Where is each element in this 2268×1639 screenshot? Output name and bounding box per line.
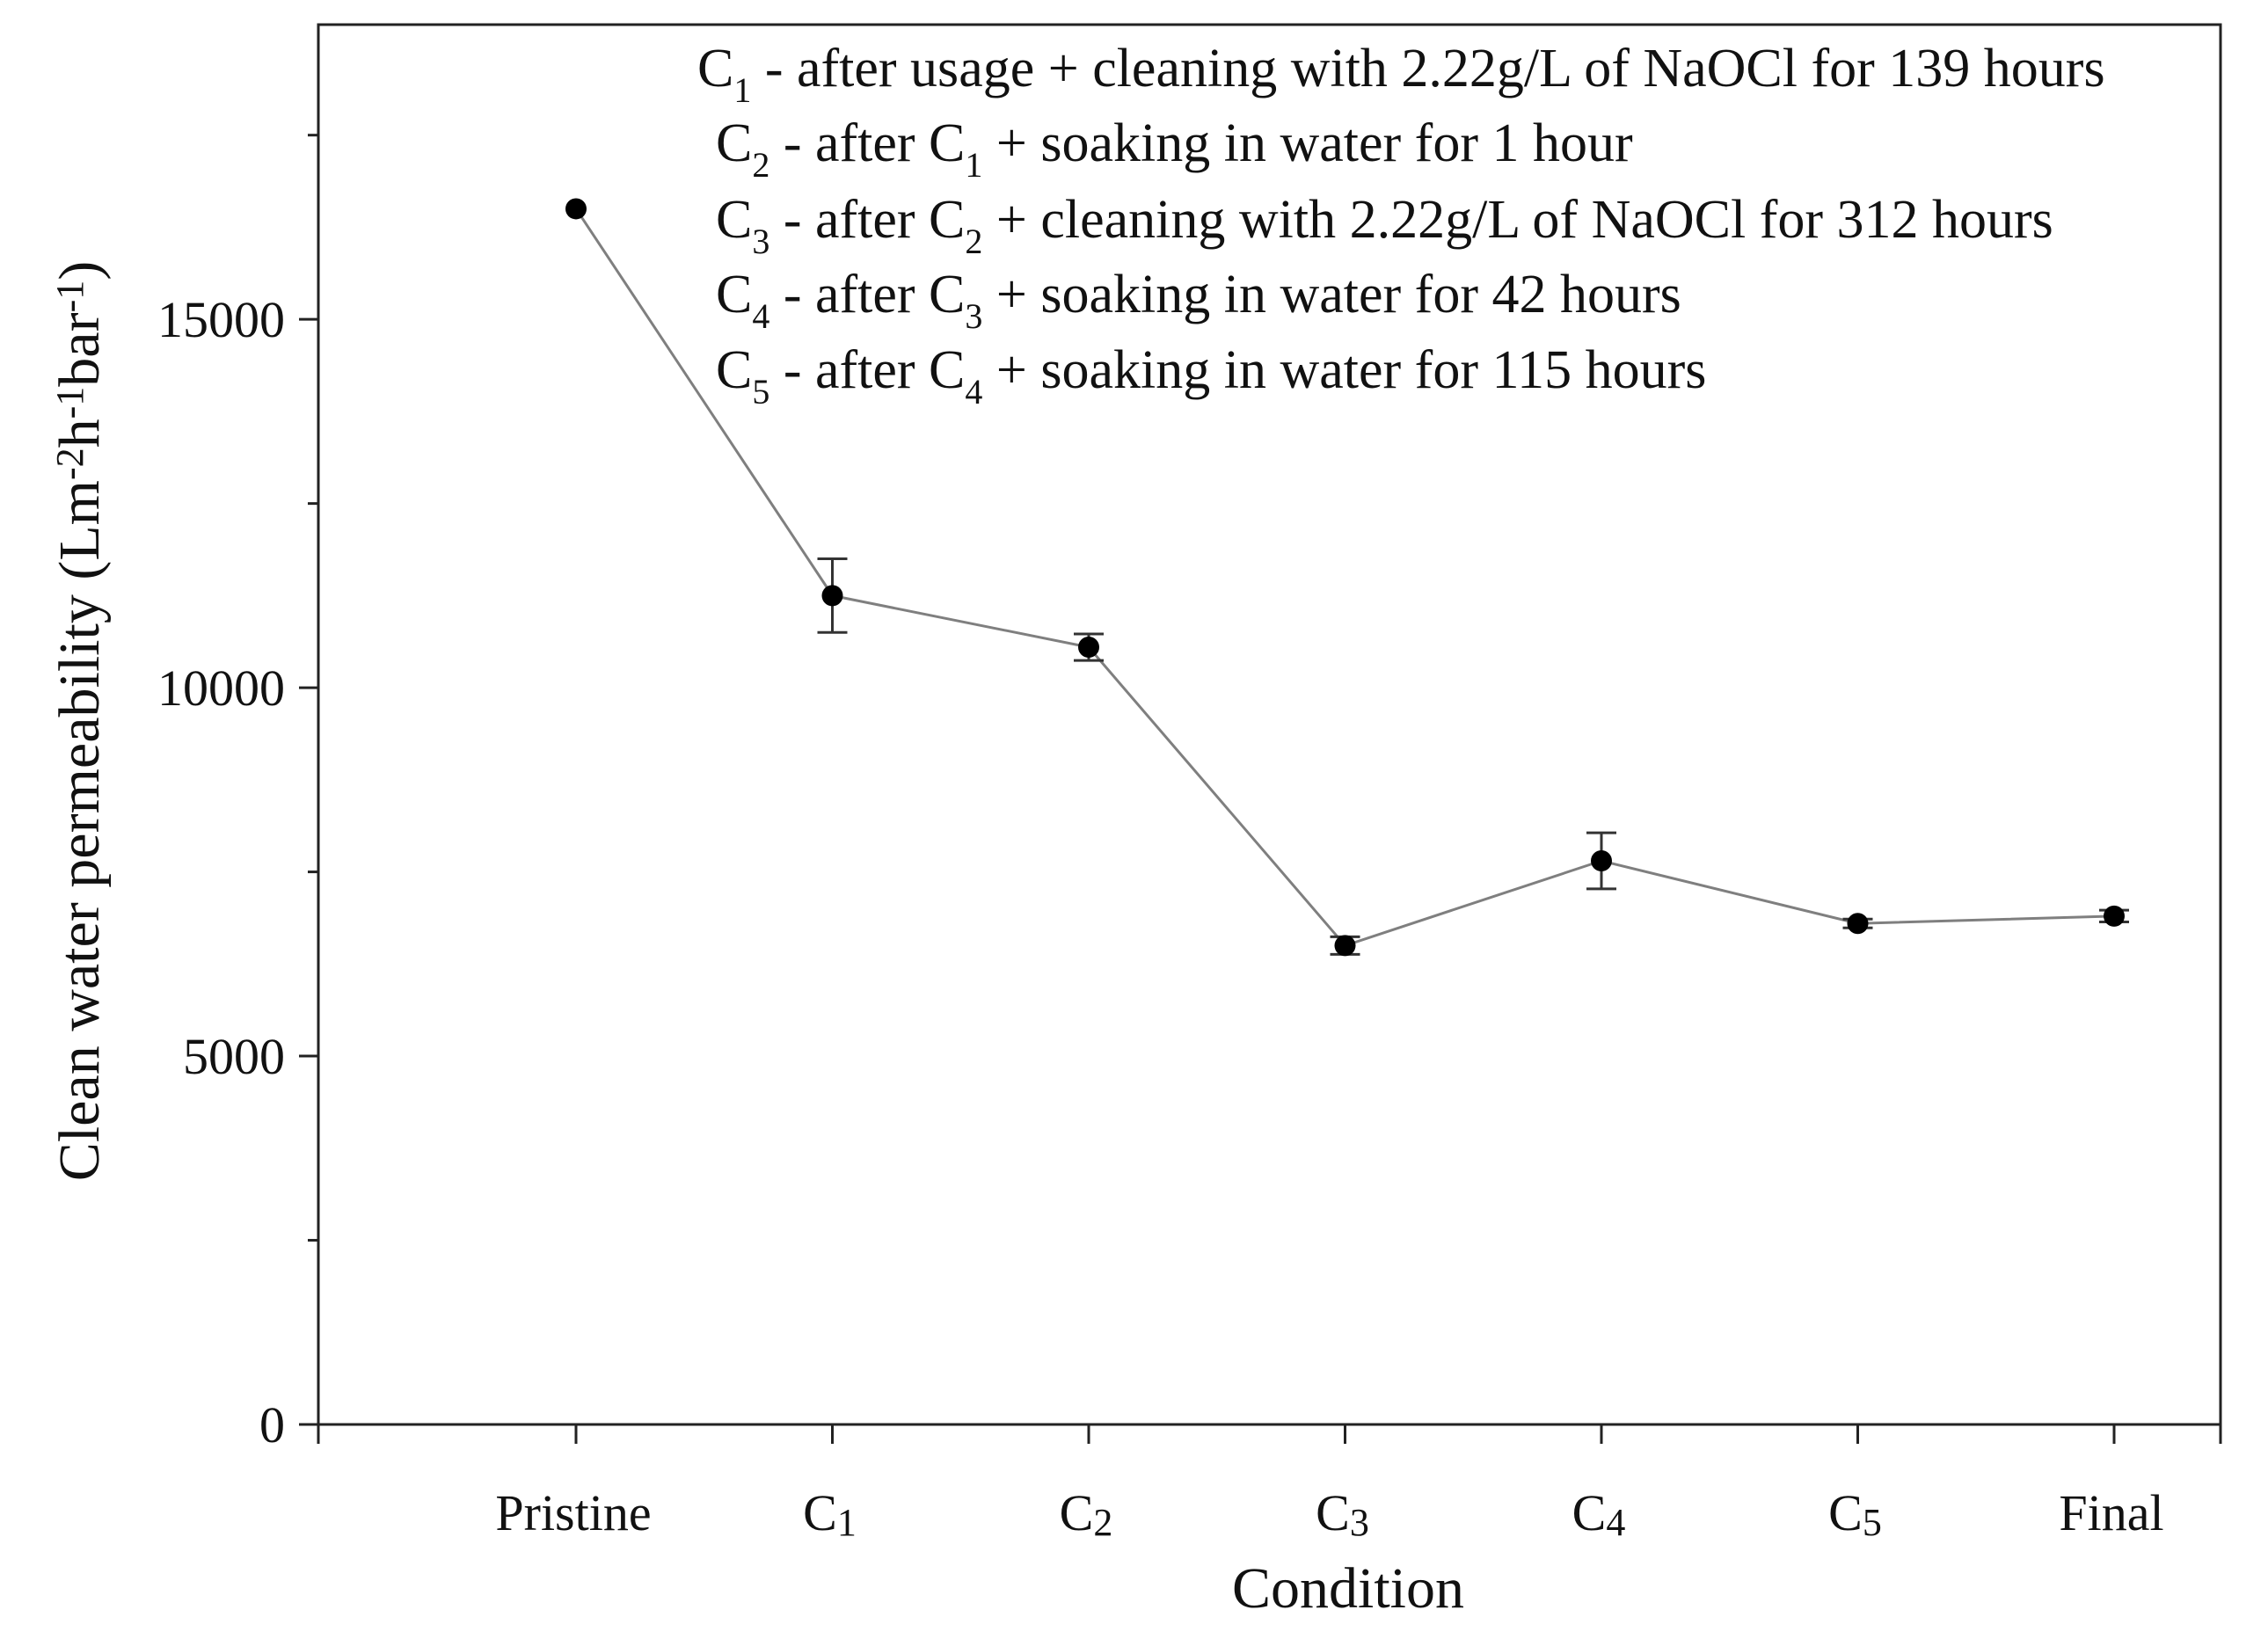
legend-text-segment: C [716, 340, 752, 400]
x-tick-label-base: C [1060, 1484, 1094, 1541]
axis-ticks [299, 134, 2222, 1444]
legend-subscript: 4 [965, 372, 982, 412]
y-tick-label: 5000 [183, 1028, 285, 1085]
legend-text-segment: - after C [769, 265, 965, 324]
legend-text-segment: + cleaning with 2.22g/L of NaOCl for 312… [982, 190, 2053, 250]
x-tick-label-sub: 3 [1350, 1501, 1369, 1544]
legend-text-segment: + soaking in water for 115 hours [982, 340, 1706, 400]
legend-line: C2 - after C1 + soaking in water for 1 h… [716, 113, 1633, 185]
data-point [821, 585, 843, 607]
legend-text-segment: - after C [769, 113, 965, 173]
y-title-text: Clean water permeability (Lm [47, 480, 112, 1181]
y-tick-label: 0 [259, 1396, 285, 1453]
x-tick-label: C4 [1572, 1484, 1626, 1544]
x-axis-title: Condition [1232, 1556, 1464, 1621]
legend-subscript: 3 [965, 296, 982, 336]
data-point [565, 198, 587, 220]
y-tick-labels: 0 5000 10000 15000 [157, 291, 285, 1453]
legend-subscript: 3 [752, 222, 769, 261]
data-point [1078, 637, 1099, 659]
legend-text-segment: C [716, 265, 752, 324]
y-title-superscript: -2 [48, 448, 91, 480]
x-tick-label: Final [2059, 1484, 2163, 1541]
x-tick-labels: Pristine C1 C2 C3 C4 C5 Final [495, 1484, 2163, 1544]
legend-line: C5 - after C4 + soaking in water for 115… [716, 340, 1706, 412]
legend-subscript: 2 [965, 222, 982, 261]
legend-text-segment: + soaking in water for 1 hour [982, 113, 1633, 173]
data-point [1847, 913, 1869, 935]
data-point [2104, 905, 2125, 927]
legend-subscript: 4 [752, 296, 769, 336]
legend-subscript: 1 [733, 70, 751, 110]
x-tick-label: C3 [1316, 1484, 1369, 1544]
y-title-text: h [47, 419, 112, 448]
x-tick-label-base: Pristine [495, 1484, 651, 1541]
legend-text-segment: - after C [769, 340, 965, 400]
x-tick-label: Pristine [495, 1484, 651, 1541]
error-bars [817, 557, 2129, 956]
y-tick-label: 15000 [157, 291, 285, 348]
legend-subscript: 1 [965, 145, 982, 185]
x-tick-label: C2 [1060, 1484, 1113, 1544]
plot-frame [317, 23, 2222, 1426]
legend-text-segment: + soaking in water for 42 hours [982, 265, 1681, 324]
x-tick-label-base: Final [2059, 1484, 2163, 1541]
legend-line: C3 - after C2 + cleaning with 2.22g/L of… [716, 190, 2053, 261]
x-tick-label: C5 [1828, 1484, 1882, 1544]
x-tick-label-base: C [803, 1484, 837, 1541]
legend-annotations: C1 - after usage + cleaning with 2.22g/L… [697, 39, 2105, 412]
x-tick-label-sub: 5 [1863, 1501, 1882, 1544]
x-tick-label-base: C [1828, 1484, 1863, 1541]
x-tick-label-sub: 1 [837, 1501, 857, 1544]
y-title-text: bar [47, 312, 112, 386]
legend-text-segment: C [697, 39, 733, 98]
y-axis-title: Clean water permeability (Lm-2h-1bar-1) [47, 261, 112, 1181]
legend-text-segment: - after usage + cleaning with 2.22g/L of… [751, 39, 2104, 98]
data-points [565, 198, 2125, 957]
x-tick-label-sub: 2 [1093, 1501, 1112, 1544]
legend-text-segment: - after C [769, 190, 965, 250]
data-point [1334, 935, 1356, 957]
x-tick-label: C1 [803, 1484, 857, 1544]
y-title-superscript: -1 [48, 280, 91, 313]
y-tick-label: 10000 [157, 659, 285, 717]
legend-line: C1 - after usage + cleaning with 2.22g/L… [697, 39, 2105, 110]
data-point [1591, 850, 1612, 872]
x-tick-label-base: C [1316, 1484, 1350, 1541]
y-title-text: ) [47, 261, 112, 280]
legend-subscript: 2 [752, 145, 769, 185]
x-tick-label-sub: 4 [1606, 1501, 1625, 1544]
y-title-superscript: -1 [48, 387, 91, 419]
legend-line: C4 - after C3 + soaking in water for 42 … [716, 265, 1681, 336]
legend-text-segment: C [716, 113, 752, 173]
x-tick-label-base: C [1572, 1484, 1607, 1541]
legend-text-segment: C [716, 190, 752, 250]
legend-subscript: 5 [752, 372, 769, 412]
